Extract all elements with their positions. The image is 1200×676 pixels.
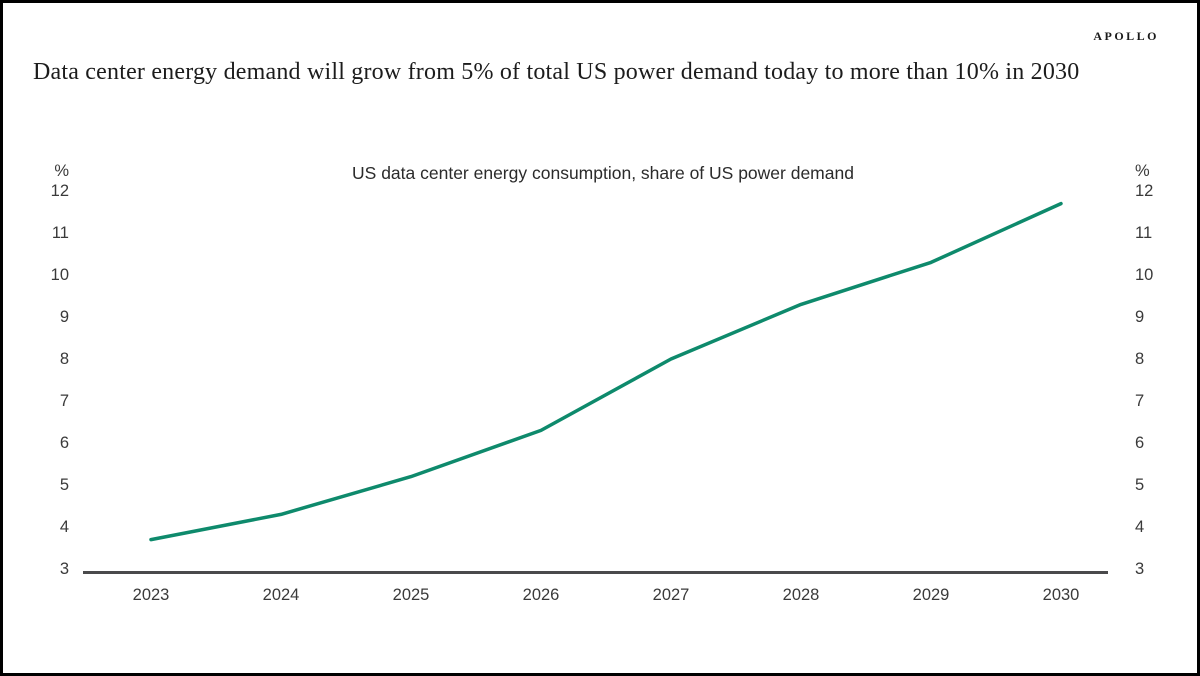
chart-title: US data center energy consumption, share…: [352, 163, 854, 183]
y-tick-label: 7: [1135, 392, 1145, 410]
y-tick-label: 4: [1135, 518, 1145, 536]
page-title: Data center energy demand will grow from…: [33, 59, 1080, 85]
y-tick-label: 4: [59, 518, 69, 536]
y-tick-label: 7: [59, 392, 69, 410]
y-tick-label: 6: [59, 434, 69, 452]
y-tick-label: 10: [50, 266, 69, 284]
y-tick-label: 8: [1135, 350, 1145, 368]
y-tick-label: 3: [1135, 560, 1145, 578]
x-tick-label: 2028: [782, 586, 820, 604]
y-tick-label: 9: [59, 308, 69, 326]
apollo-logo: APOLLO: [1093, 29, 1159, 43]
x-tick-label: 2024: [262, 586, 300, 604]
y-tick-label: 3: [59, 560, 69, 578]
x-tick-label: 2025: [392, 586, 430, 604]
y-axis-unit-left: %: [54, 162, 69, 180]
y-tick-label: 9: [1135, 308, 1145, 326]
line-chart-plot: [83, 201, 1108, 574]
y-tick-label: 12: [50, 182, 69, 200]
y-axis-unit-right: %: [1135, 162, 1150, 180]
y-tick-label: 5: [59, 476, 69, 494]
x-tick-label: 2023: [132, 586, 170, 604]
x-tick-label: 2030: [1042, 586, 1080, 604]
y-tick-label: 11: [1135, 224, 1153, 242]
y-tick-label: 11: [51, 224, 69, 242]
x-tick-label: 2026: [522, 586, 560, 604]
y-tick-label: 5: [1135, 476, 1145, 494]
x-tick-label: 2029: [912, 586, 950, 604]
y-tick-label: 12: [1135, 182, 1154, 200]
x-tick-label: 2027: [652, 586, 690, 604]
y-tick-label: 10: [1135, 266, 1154, 284]
y-tick-label: 8: [59, 350, 69, 368]
y-tick-label: 6: [1135, 434, 1145, 452]
energy-share-line: [149, 201, 1063, 542]
